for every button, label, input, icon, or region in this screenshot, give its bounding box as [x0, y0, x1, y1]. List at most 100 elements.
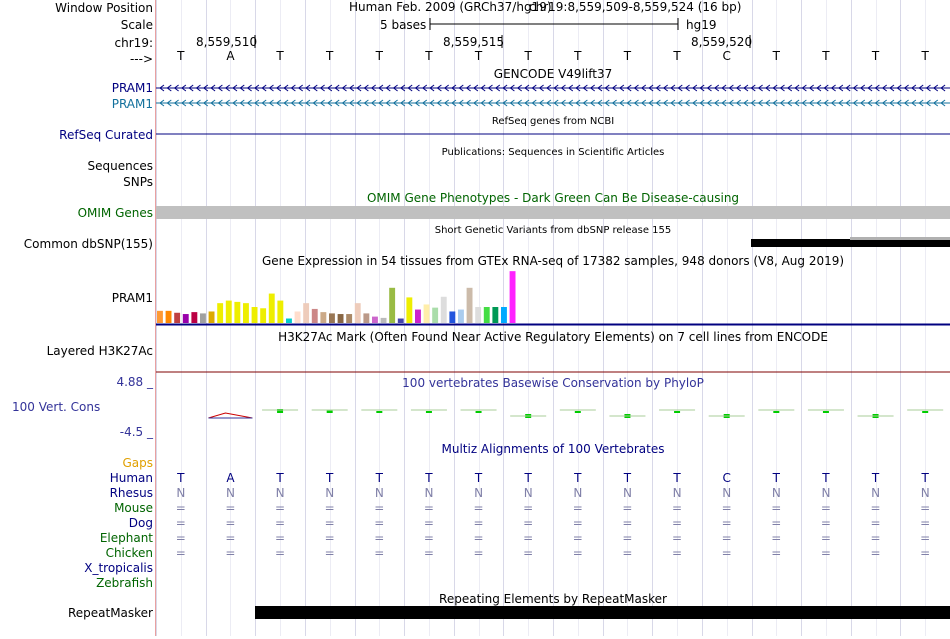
gtex-tissue-bar[interactable]	[415, 310, 421, 323]
gtex-tissue-bar[interactable]	[372, 317, 378, 323]
repeatmasker-element[interactable]	[255, 606, 950, 619]
label-refseq-curated[interactable]: RefSeq Curated	[59, 128, 153, 142]
dbsnp-variant-black[interactable]	[751, 239, 950, 247]
label-repeatmasker[interactable]: RepeatMasker	[68, 606, 153, 620]
phylop-positive-bar[interactable]	[773, 411, 779, 413]
gtex-tissue-bar[interactable]	[346, 314, 352, 323]
gtex-tissue-bar[interactable]	[432, 308, 438, 323]
alignment-char-chicken: =	[821, 546, 831, 560]
species-chicken[interactable]: Chicken	[106, 546, 153, 560]
gtex-tissue-bar[interactable]	[209, 311, 215, 323]
label-gtex-pram1[interactable]: PRAM1	[112, 291, 153, 305]
gtex-tissue-bar[interactable]	[398, 319, 404, 323]
phylop-positive-bar[interactable]	[922, 411, 928, 413]
gtex-tissue-bar[interactable]	[475, 307, 481, 323]
human-base: T	[424, 471, 433, 485]
gtex-tissue-bar[interactable]	[295, 311, 301, 323]
human-base: T	[871, 471, 880, 485]
gtex-tissue-bar[interactable]	[458, 310, 464, 323]
gtex-tissue-bar[interactable]	[320, 312, 326, 323]
gtex-tissue-bar[interactable]	[269, 294, 275, 323]
gtex-tissue-bar[interactable]	[174, 313, 180, 323]
reference-base: T	[176, 49, 185, 63]
gtex-tissue-bar[interactable]	[217, 303, 223, 323]
label-common-dbsnp[interactable]: Common dbSNP(155)	[24, 237, 153, 251]
label-sequences[interactable]: Sequences	[88, 159, 153, 173]
alignment-char-dog: =	[523, 516, 533, 530]
gtex-tissue-bar[interactable]	[157, 311, 163, 323]
alignment-char-rhesus: N	[375, 486, 384, 500]
gtex-tissue-bar[interactable]	[329, 313, 335, 323]
alignment-char-rhesus: N	[424, 486, 433, 500]
alignment-char-dog: =	[474, 516, 484, 530]
gtex-tissue-bar[interactable]	[449, 311, 455, 323]
tracks-svg[interactable]: Human Feb. 2009 (GRCh37/hg19) chr19:8,55…	[156, 0, 950, 636]
gtex-tissue-bar[interactable]	[389, 288, 395, 323]
phylop-positive-bar[interactable]	[575, 411, 581, 413]
gtex-tissue-bar[interactable]	[338, 314, 344, 323]
gtex-tissue-bar[interactable]	[183, 314, 189, 323]
phylop-positive-bar[interactable]	[476, 411, 482, 413]
alignment-char-mouse: =	[722, 501, 732, 515]
gtex-tissue-bar[interactable]	[286, 319, 292, 323]
alignment-char-mouse: =	[424, 501, 434, 515]
species-mouse[interactable]: Mouse	[114, 501, 153, 515]
gtex-tissue-bar[interactable]	[406, 297, 412, 323]
refseq-title: RefSeq genes from NCBI	[492, 116, 614, 127]
species-dog[interactable]: Dog	[129, 516, 153, 530]
track-image[interactable]: Human Feb. 2009 (GRCh37/hg19) chr19:8,55…	[156, 0, 950, 636]
alignment-char-chicken: =	[573, 546, 583, 560]
label-100-vert-cons[interactable]: 100 Vert. Cons	[12, 400, 100, 414]
gtex-tissue-bar[interactable]	[166, 311, 172, 323]
label-pram1-gencode-2[interactable]: PRAM1	[112, 97, 153, 111]
dbsnp-variant-gray[interactable]	[850, 237, 950, 240]
gtex-tissue-bar[interactable]	[234, 302, 240, 323]
reference-base: T	[524, 49, 533, 63]
label-snps[interactable]: SNPs	[123, 175, 153, 189]
gtex-tissue-bar[interactable]	[303, 303, 309, 323]
label-pram1-gencode[interactable]: PRAM1	[112, 81, 153, 95]
gtex-tissue-bar[interactable]	[226, 301, 232, 323]
label-layered-h3k27ac[interactable]: Layered H3K27Ac	[47, 344, 153, 358]
gtex-tissue-bar[interactable]	[243, 303, 249, 323]
phylop-positive-bar[interactable]	[376, 411, 382, 413]
coord-3: 8,559,520	[691, 35, 752, 49]
species-elephant[interactable]: Elephant	[100, 531, 153, 545]
species-rhesus[interactable]: Rhesus	[110, 486, 153, 500]
species-zebrafish[interactable]: Zebrafish	[96, 576, 153, 590]
alignment-char-dog: =	[573, 516, 583, 530]
alignment-char-chicken: =	[871, 546, 881, 560]
gtex-tissue-bar[interactable]	[277, 301, 283, 323]
phylop-positive-bar[interactable]	[823, 411, 829, 413]
gtex-tissue-bar[interactable]	[501, 307, 507, 323]
alignment-char-dog: =	[672, 516, 682, 530]
gtex-tissue-bar[interactable]	[363, 313, 369, 323]
gtex-tissue-bar[interactable]	[441, 297, 447, 323]
label-omim-genes[interactable]: OMIM Genes	[78, 206, 153, 220]
alignment-char-mouse: =	[325, 501, 335, 515]
gtex-tissue-bar[interactable]	[312, 309, 318, 323]
species-x-tropicalis[interactable]: X_tropicalis	[84, 561, 153, 575]
phylop-positive-bar[interactable]	[426, 411, 432, 413]
gtex-tissue-bar[interactable]	[381, 318, 387, 323]
gtex-tissue-bar[interactable]	[492, 307, 498, 323]
gtex-tissue-bar[interactable]	[200, 313, 206, 323]
label-scale: Scale	[121, 18, 153, 32]
gtex-tissue-bar[interactable]	[424, 304, 430, 323]
label-strand: --->	[130, 52, 153, 66]
omim-gene-bar[interactable]	[156, 206, 950, 219]
label-gaps[interactable]: Gaps	[122, 456, 153, 470]
alignment-char-chicken: =	[474, 546, 484, 560]
phylop-positive-bar[interactable]	[327, 411, 333, 413]
alignment-char-rhesus: N	[623, 486, 632, 500]
gtex-tissue-bar[interactable]	[484, 307, 490, 323]
species-human[interactable]: Human	[110, 471, 153, 485]
gtex-tissue-bar[interactable]	[510, 271, 516, 323]
alignment-char-mouse: =	[374, 501, 384, 515]
gtex-tissue-bar[interactable]	[260, 308, 266, 323]
gtex-tissue-bar[interactable]	[467, 288, 473, 323]
gtex-tissue-bar[interactable]	[355, 303, 361, 323]
gtex-tissue-bar[interactable]	[191, 312, 197, 323]
phylop-positive-bar[interactable]	[674, 411, 680, 413]
gtex-tissue-bar[interactable]	[252, 307, 258, 323]
